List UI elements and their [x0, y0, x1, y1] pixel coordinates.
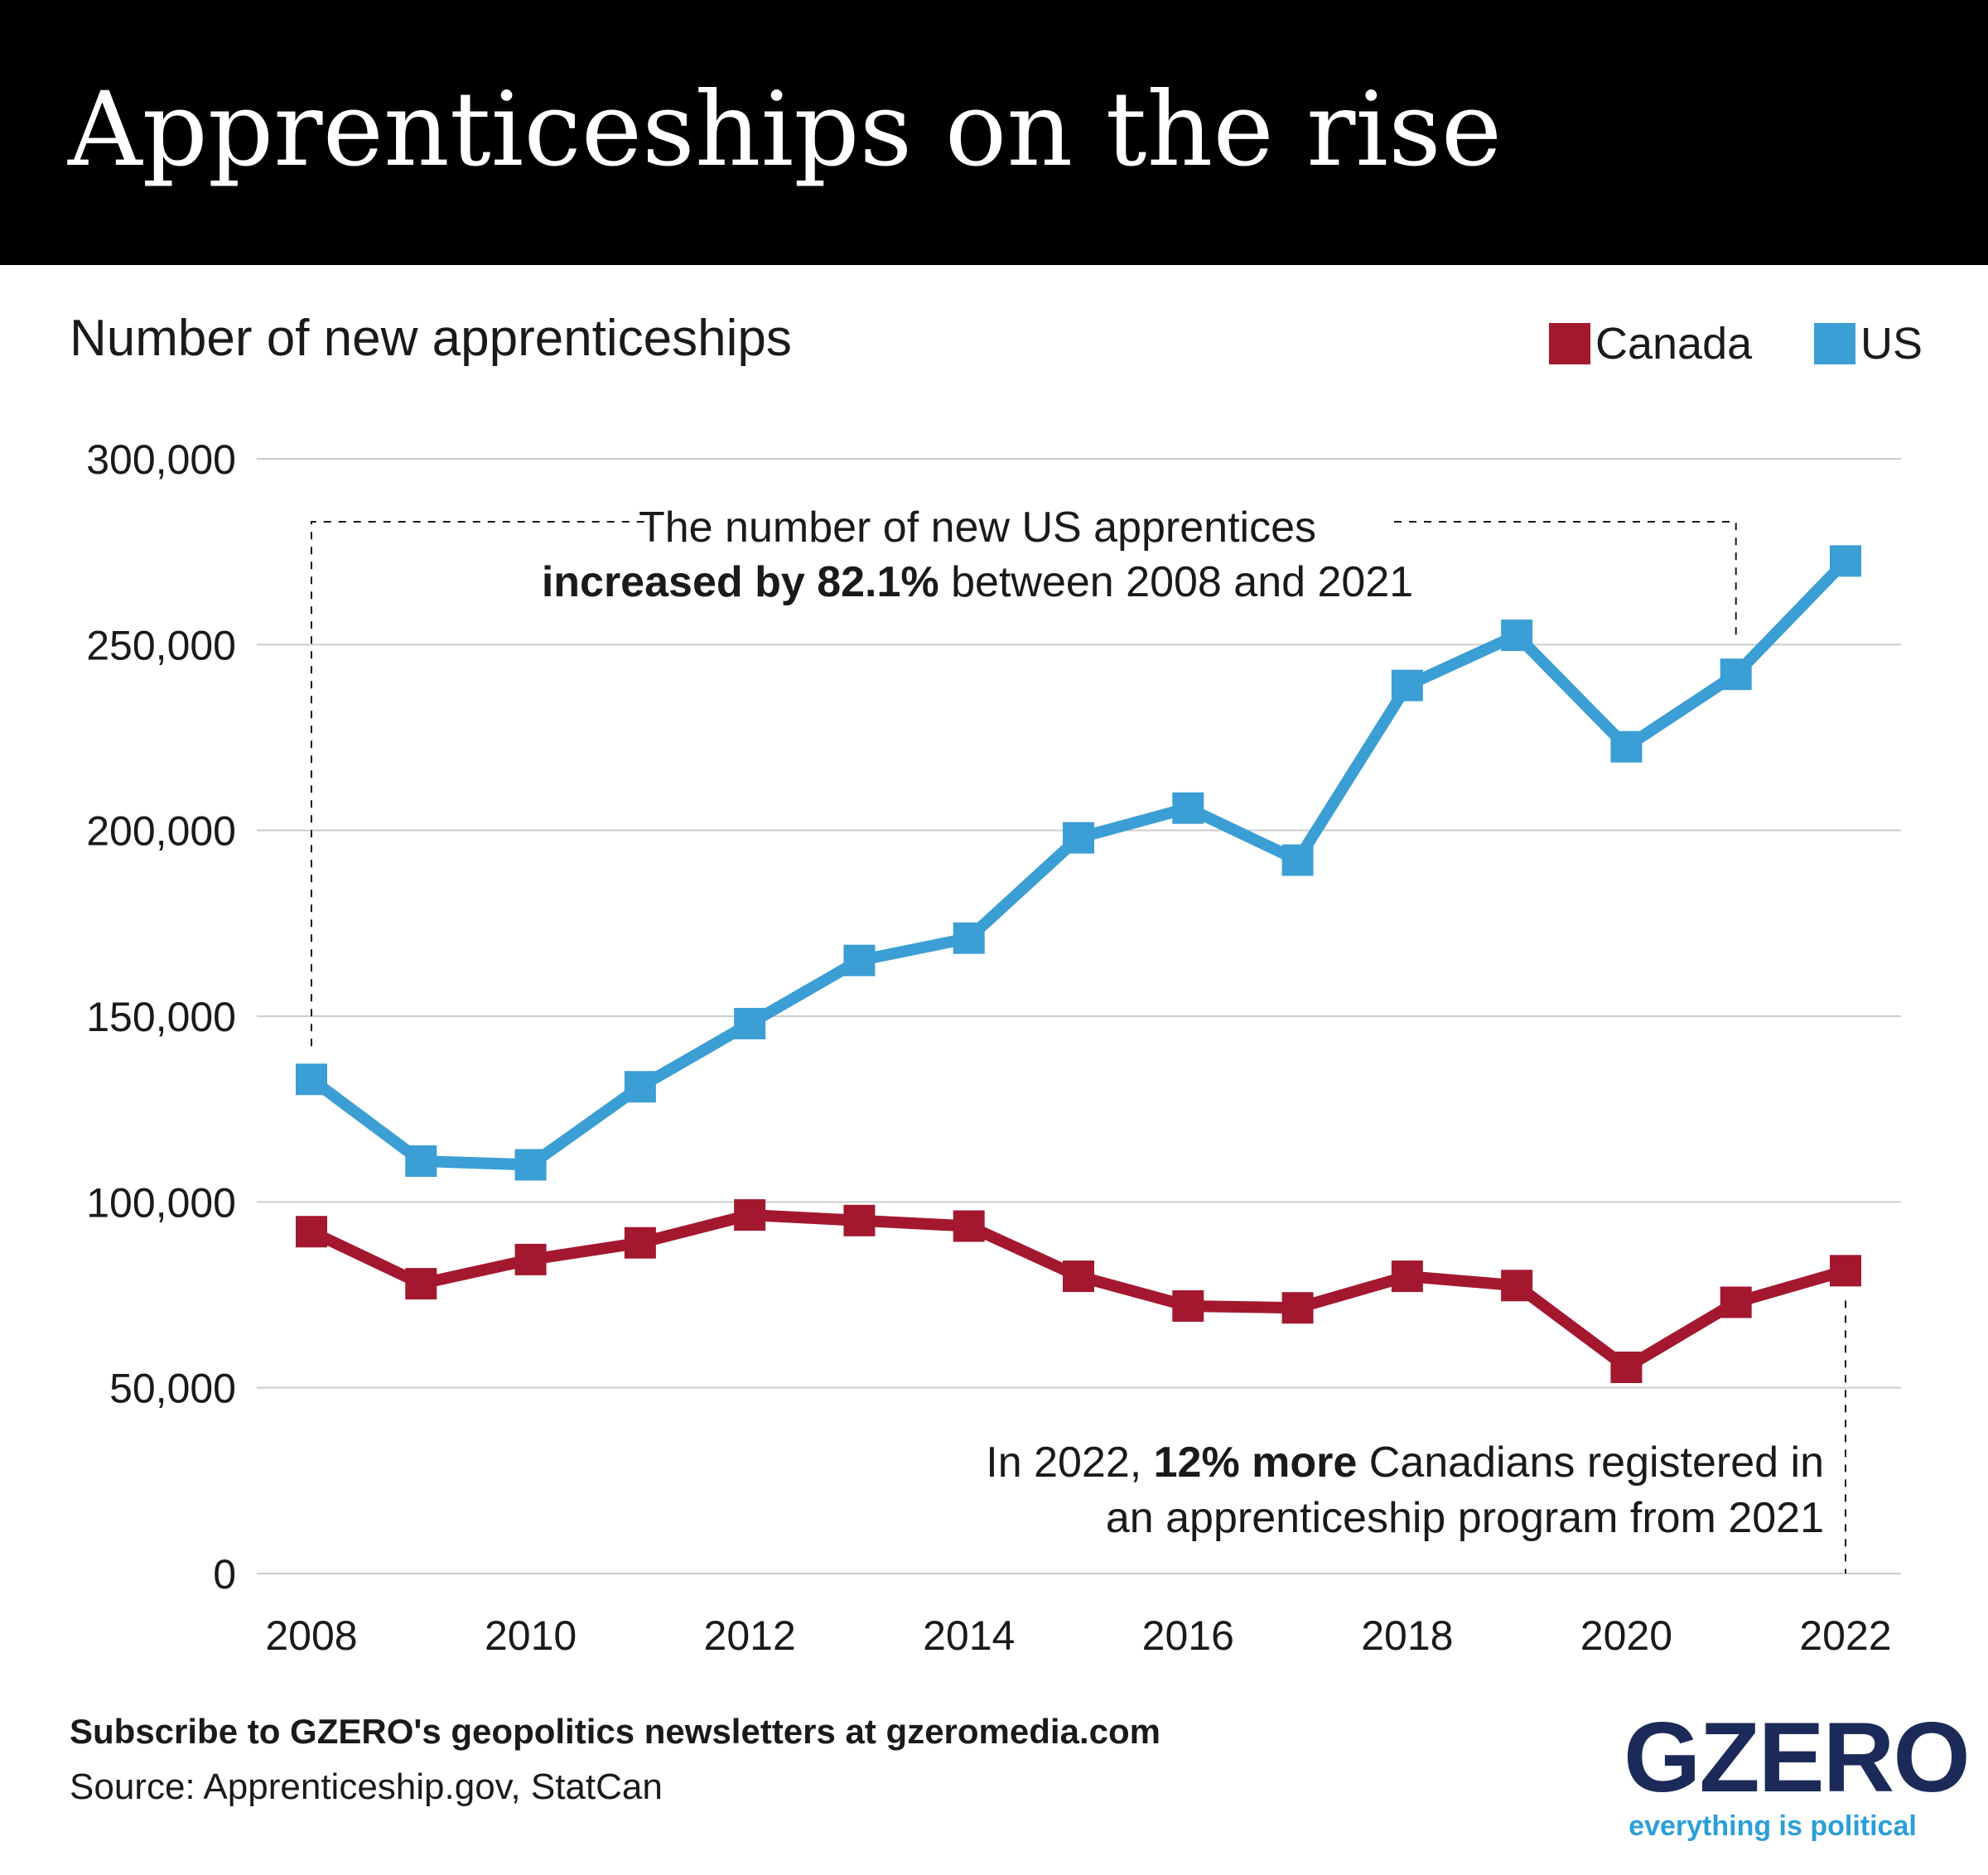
canada-annotation-line2: an apprenticeship program from 2021 — [1106, 1494, 1824, 1542]
x-tick-label: 2020 — [1580, 1612, 1672, 1659]
marker-us-2008 — [296, 1063, 327, 1096]
y-tick-label: 300,000 — [86, 436, 236, 483]
legend-label-canada: Canada — [1595, 319, 1753, 369]
legend-label-us: US — [1860, 319, 1923, 369]
marker-us-2021 — [1720, 658, 1752, 691]
us-annotation-line1: The number of new US apprentices — [639, 504, 1316, 552]
marker-us-2018 — [1391, 669, 1423, 701]
canada-annotation-pre: In 2022, — [986, 1439, 1153, 1487]
canada-annotation-line1: In 2022, 12% more Canadians registered i… — [986, 1439, 1824, 1487]
x-tick-label: 2016 — [1142, 1612, 1234, 1659]
marker-canada-2011 — [624, 1227, 656, 1259]
y-tick-label: 200,000 — [86, 808, 236, 855]
x-tick-label: 2022 — [1799, 1612, 1891, 1659]
marker-us-2010 — [514, 1149, 547, 1181]
x-tick-label: 2010 — [485, 1612, 577, 1659]
x-tick-label: 2012 — [704, 1612, 796, 1659]
legend-swatch-us — [1814, 323, 1855, 364]
series-canada — [296, 1199, 1861, 1383]
us-annotation-rest: between 2008 and 2021 — [939, 558, 1414, 606]
marker-us-2020 — [1610, 730, 1643, 763]
y-tick-label: 100,000 — [86, 1179, 236, 1226]
marker-us-2013 — [843, 944, 876, 976]
series-us — [296, 545, 1861, 1181]
marker-canada-2014 — [953, 1210, 985, 1242]
footer-subscribe: Subscribe to GZERO's geopolitics newslet… — [70, 1712, 1160, 1751]
logo-tagline: everything is political — [1629, 1810, 1917, 1842]
legend-item-canada: Canada — [1549, 319, 1753, 369]
canada-annotation-rest: Canadians registered in — [1357, 1439, 1824, 1487]
us-annotation-line2: increased by 82.1% between 2008 and 2021 — [542, 558, 1413, 606]
us-annotation-leader-right — [1394, 521, 1737, 642]
marker-canada-2017 — [1281, 1292, 1314, 1324]
legend-item-us: US — [1814, 319, 1923, 369]
marker-us-2019 — [1501, 619, 1533, 652]
legend-swatch-canada — [1549, 323, 1590, 364]
marker-canada-2009 — [405, 1268, 437, 1300]
marker-canada-2018 — [1391, 1260, 1423, 1293]
marker-canada-2020 — [1610, 1351, 1643, 1383]
chart-title: Apprenticeships on the rise — [68, 70, 1503, 190]
marker-canada-2012 — [734, 1199, 766, 1232]
us-annotation-leader-left — [311, 521, 644, 1047]
x-tick-label: 2018 — [1361, 1612, 1453, 1659]
marker-canada-2015 — [1063, 1260, 1094, 1293]
marker-us-2012 — [734, 1007, 766, 1039]
logo-wordmark: GZERO — [1624, 1702, 1971, 1813]
marker-us-2022 — [1830, 545, 1861, 577]
marker-canada-2013 — [843, 1204, 876, 1236]
gzero-logo: GZERO everything is political — [1624, 1702, 1971, 1842]
y-tick-label: 150,000 — [86, 994, 236, 1040]
y-tick-label: 50,000 — [109, 1366, 236, 1412]
x-tick-label: 2008 — [265, 1612, 357, 1659]
marker-canada-2021 — [1720, 1286, 1752, 1318]
x-axis-ticks: 2008 2010 2012 2014 2016 2018 2020 2022 — [265, 1612, 1891, 1659]
marker-canada-2010 — [514, 1243, 547, 1275]
footer-source: Source: Apprenticeship.gov, StatCan — [70, 1767, 663, 1807]
marker-canada-2008 — [296, 1216, 327, 1248]
header-bar: Apprenticeships on the rise — [0, 0, 1988, 265]
line-chart: 0 50,000 100,000 150,000 200,000 250,000 300,0… — [86, 436, 1901, 1659]
marker-us-2014 — [953, 922, 985, 954]
series — [296, 545, 1861, 1383]
y-axis-ticks: 0 50,000 100,000 150,000 200,000 250,000 300,0… — [86, 436, 236, 1598]
chart-subtitle: Number of new apprenticeships — [70, 310, 792, 367]
marker-us-2015 — [1063, 822, 1094, 854]
annotation-leader-lines — [311, 521, 1846, 1574]
series-line-us — [306, 555, 1851, 1171]
marker-canada-2022 — [1830, 1255, 1861, 1287]
x-tick-label: 2014 — [923, 1612, 1015, 1659]
marker-canada-2019 — [1501, 1270, 1533, 1302]
y-tick-label: 250,000 — [86, 622, 236, 668]
marker-us-2011 — [624, 1071, 656, 1103]
marker-us-2017 — [1281, 844, 1314, 876]
us-annotation-bold: increased by 82.1% — [542, 558, 939, 606]
gridlines — [257, 458, 1901, 1574]
y-tick-label: 0 — [213, 1551, 236, 1598]
canada-annotation-bold: 12% more — [1154, 1439, 1358, 1487]
marker-canada-2016 — [1172, 1289, 1204, 1322]
marker-us-2016 — [1172, 792, 1204, 824]
marker-us-2009 — [405, 1145, 437, 1177]
